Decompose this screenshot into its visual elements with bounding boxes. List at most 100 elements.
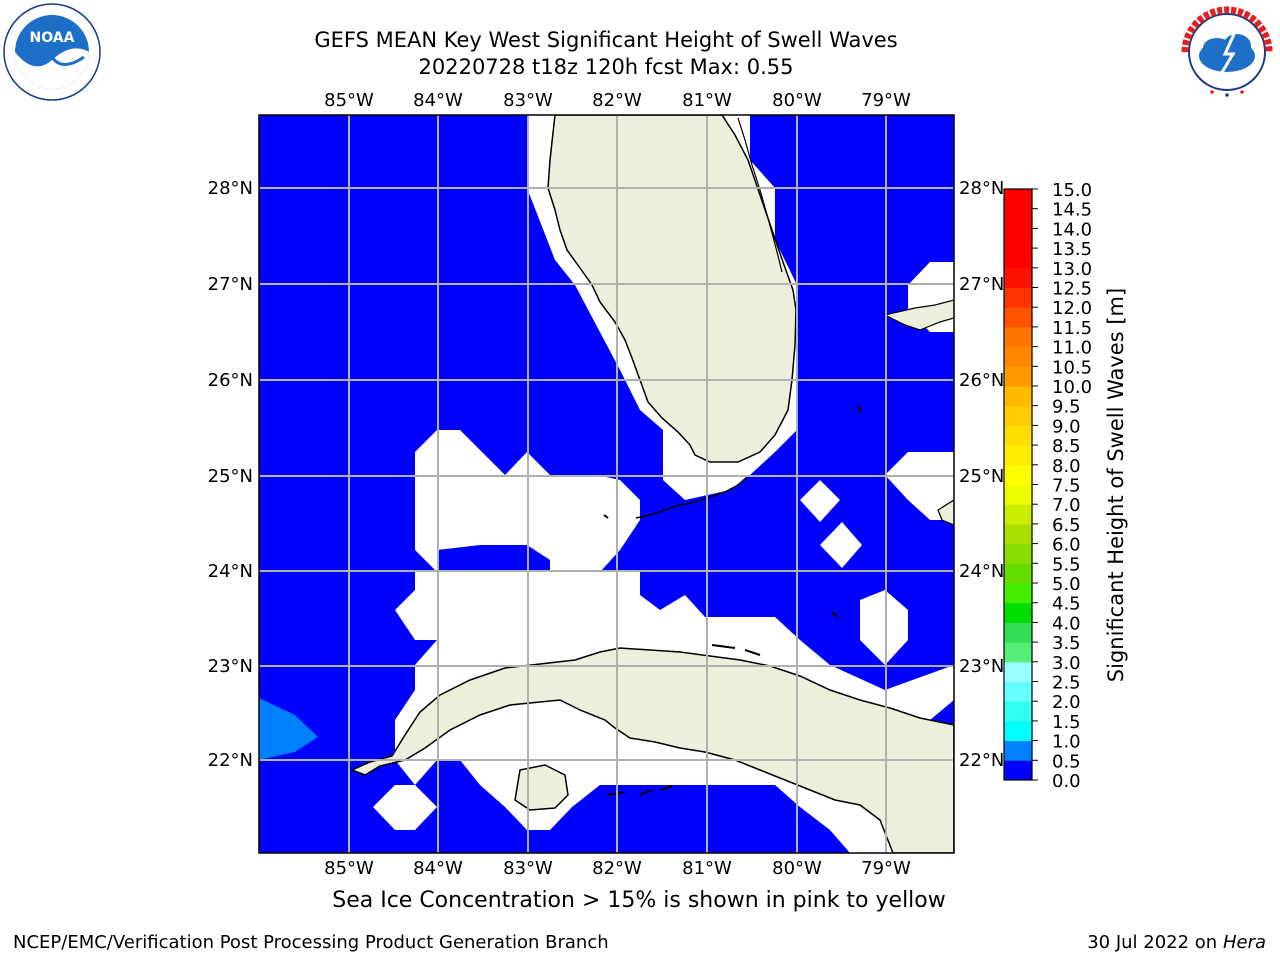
colorbar-tick-label: 15.0 <box>1052 180 1092 201</box>
colorbar-segment <box>1004 248 1032 269</box>
colorbar-segment <box>1004 425 1032 446</box>
lat-label-left: 24°N <box>208 561 253 582</box>
lat-label-left: 23°N <box>208 656 253 677</box>
colorbar-segment <box>1004 602 1032 623</box>
colorbar-tick-label: 2.0 <box>1052 692 1081 713</box>
swell-0.5-1.0-area <box>259 698 318 760</box>
colorbar-tick-label: 4.0 <box>1052 613 1081 634</box>
colorbar-segment <box>1004 366 1032 387</box>
colorbar-tick-label: 8.0 <box>1052 456 1081 477</box>
colorbar-tick-label: 3.5 <box>1052 633 1081 654</box>
colorbar-segment <box>1004 287 1032 308</box>
colorbar-tick-label: 11.0 <box>1052 338 1092 359</box>
colorbar-tick-label: 8.5 <box>1052 436 1081 457</box>
colorbar-segment <box>1004 622 1032 643</box>
colorbar: 0.00.51.01.52.02.53.03.54.04.55.05.56.06… <box>1003 180 1092 792</box>
colorbar-segment <box>1004 386 1032 407</box>
lat-label-right: 25°N <box>959 466 1004 487</box>
colorbar-tick-label: 1.5 <box>1052 712 1081 733</box>
lon-label-top: 79°W <box>861 90 911 111</box>
colorbar-segment <box>1004 307 1032 328</box>
colorbar-segment <box>1004 583 1032 604</box>
lat-label-right: 28°N <box>959 178 1004 199</box>
lon-label-top: 82°W <box>592 90 642 111</box>
lon-label-bottom: 83°W <box>503 858 553 879</box>
colorbar-segment <box>1004 720 1032 742</box>
map-title-line1: GEFS MEAN Key West Significant Height of… <box>314 28 898 52</box>
colorbar-tick-label: 4.5 <box>1052 594 1081 615</box>
lat-label-right: 24°N <box>959 561 1004 582</box>
colorbar-tick-label: 10.5 <box>1052 357 1092 378</box>
colorbar-tick-label: 9.5 <box>1052 397 1081 418</box>
sea-ice-caption: Sea Ice Concentration > 15% is shown in … <box>332 888 946 913</box>
map-title-line2: 20220728 t18z 120h fcst Max: 0.55 <box>418 55 794 79</box>
nws-logo <box>1179 4 1275 100</box>
lon-label-top: 80°W <box>772 90 822 111</box>
colorbar-segment <box>1004 445 1032 466</box>
colorbar-tick-label: 12.0 <box>1052 298 1092 319</box>
cuba-land <box>350 647 954 853</box>
colorbar-tick-label: 11.5 <box>1052 318 1092 339</box>
lat-label-left: 25°N <box>208 466 253 487</box>
colorbar-segment <box>1004 760 1032 781</box>
colorbar-segment <box>1004 642 1032 663</box>
lon-label-top: 83°W <box>503 90 553 111</box>
florida-keys <box>635 475 749 519</box>
lat-label-right: 23°N <box>959 656 1004 677</box>
colorbar-tick-label: 5.5 <box>1052 554 1081 575</box>
footer-date-text: 30 Jul 2022 on <box>1087 932 1223 953</box>
lat-label-left: 22°N <box>208 750 253 771</box>
footer-machine: Hera <box>1222 932 1266 953</box>
lon-label-bottom: 79°W <box>861 858 911 879</box>
lon-label-top: 84°W <box>413 90 463 111</box>
colorbar-tick-label: 13.5 <box>1052 239 1092 260</box>
lat-label-right: 26°N <box>959 370 1004 391</box>
colorbar-segment <box>1004 484 1032 505</box>
lon-label-top: 81°W <box>682 90 732 111</box>
colorbar-tick-label: 5.0 <box>1052 574 1081 595</box>
colorbar-tick-label: 7.5 <box>1052 476 1081 497</box>
lon-label-bottom: 82°W <box>592 858 642 879</box>
colorbar-tick-label: 0.5 <box>1052 751 1081 772</box>
map-frame <box>258 114 955 854</box>
lat-label-left: 27°N <box>208 274 253 295</box>
bahamas-land <box>883 299 954 331</box>
lon-label-bottom: 81°W <box>682 858 732 879</box>
colorbar-tick-label: 14.5 <box>1052 200 1092 221</box>
colorbar-segment <box>1004 464 1032 485</box>
lon-label-bottom: 85°W <box>324 858 374 879</box>
colorbar-tick-label: 13.0 <box>1052 259 1092 280</box>
colorbar-segment <box>1004 208 1032 229</box>
colorbar-tick-label: 6.5 <box>1052 515 1081 536</box>
lat-label-left: 28°N <box>208 178 253 199</box>
lon-label-bottom: 80°W <box>772 858 822 879</box>
footer-date: 30 Jul 2022 on Hera <box>1087 932 1266 953</box>
colorbar-segment <box>1004 681 1032 702</box>
colorbar-tick-label: 14.0 <box>1052 219 1092 240</box>
colorbar-label: Significant Height of Swell Waves [m] <box>1104 288 1128 682</box>
colorbar-tick-label: 9.0 <box>1052 416 1081 437</box>
colorbar-tick-label: 7.0 <box>1052 495 1081 516</box>
colorbar-tick-label: 1.0 <box>1052 732 1081 753</box>
colorbar-segment <box>1004 504 1032 525</box>
colorbar-tick-label: 3.0 <box>1052 653 1081 674</box>
lat-label-right: 22°N <box>959 750 1004 771</box>
colorbar-segment <box>1004 563 1032 584</box>
map-gridlines <box>259 115 954 853</box>
noaa-logo-text: NOAA <box>30 30 75 46</box>
colorbar-segment <box>1004 543 1032 564</box>
colorbar-tick-label: 6.0 <box>1052 535 1081 556</box>
colorbar-segment <box>1004 523 1032 545</box>
colorbar-segment <box>1004 740 1032 761</box>
noaa-logo: NOAA <box>3 3 101 101</box>
colorbar-segment <box>1004 405 1032 426</box>
lon-label-bottom: 84°W <box>413 858 463 879</box>
isla-de-la-juventud-land <box>514 764 569 811</box>
colorbar-segment <box>1004 267 1032 288</box>
colorbar-tick-label: 2.5 <box>1052 673 1081 694</box>
colorbar-segment <box>1004 661 1032 682</box>
colorbar-segment <box>1004 701 1032 722</box>
colorbar-segment <box>1004 346 1032 367</box>
lon-label-top: 85°W <box>324 90 374 111</box>
